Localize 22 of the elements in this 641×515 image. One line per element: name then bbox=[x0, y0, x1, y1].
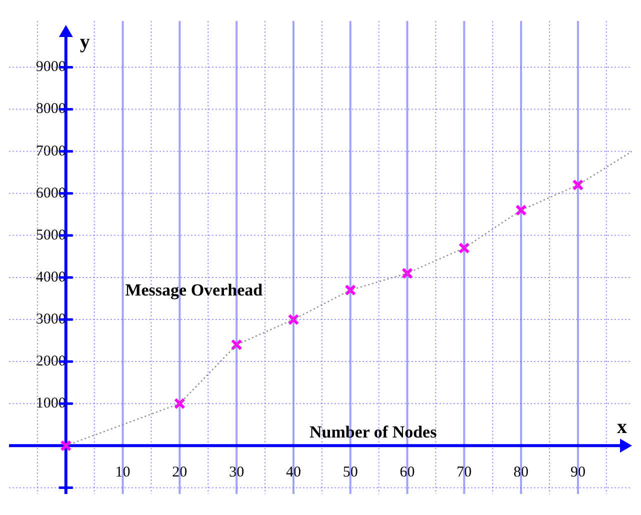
point bbox=[402, 268, 414, 280]
point bbox=[60, 440, 72, 452]
x-tick-label: 30 bbox=[229, 464, 244, 481]
annotation: Number of Nodes bbox=[310, 422, 438, 442]
x-axis-title: x bbox=[617, 416, 627, 438]
point bbox=[458, 242, 470, 254]
x-tick-label: 40 bbox=[286, 464, 301, 481]
annotation: Message Overhead bbox=[125, 280, 264, 300]
x-tick-label: 80 bbox=[514, 464, 529, 481]
x-tick-label: 70 bbox=[456, 464, 472, 481]
x-tick-label: 50 bbox=[342, 464, 358, 481]
y-axis-title: y bbox=[80, 31, 90, 54]
point bbox=[344, 284, 356, 296]
point bbox=[288, 314, 300, 326]
line-series bbox=[65, 150, 632, 446]
x-tick-label: 60 bbox=[400, 464, 415, 481]
point bbox=[515, 204, 527, 216]
x-tick-label: 90 bbox=[570, 464, 586, 481]
x-tick-label: 10 bbox=[115, 464, 130, 481]
point bbox=[572, 179, 584, 191]
point bbox=[230, 339, 242, 350]
x-tick-label: 20 bbox=[172, 464, 188, 481]
